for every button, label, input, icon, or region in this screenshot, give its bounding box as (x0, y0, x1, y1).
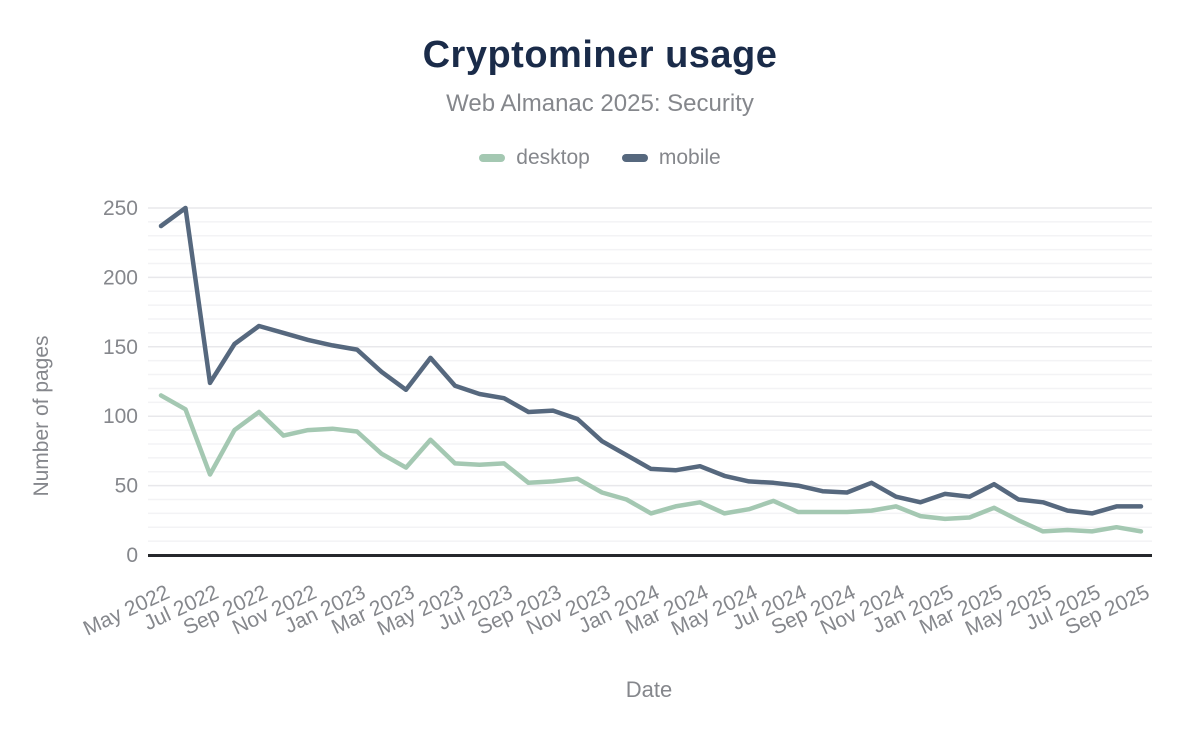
legend-label-desktop: desktop (516, 146, 590, 169)
legend: desktop mobile (0, 146, 1200, 170)
y-tick-label: 150 (103, 336, 138, 359)
chart-title: Cryptominer usage (422, 34, 778, 76)
y-tick-label: 0 (126, 544, 138, 567)
series-line-desktop (158, 393, 1144, 534)
y-tick-label: 250 (103, 197, 138, 220)
legend-item-desktop: desktop (479, 146, 590, 170)
y-tick-label: 200 (103, 266, 138, 289)
y-tick-label: 50 (115, 475, 138, 498)
y-axis-title: Number of pages (30, 335, 53, 496)
legend-label-mobile: mobile (658, 146, 721, 169)
x-axis-title: Date (626, 677, 672, 702)
y-tick-label: 100 (103, 405, 138, 428)
series-line-mobile (158, 205, 1144, 516)
legend-swatch-mobile (621, 154, 648, 162)
legend-item-mobile: mobile (621, 146, 721, 170)
chart-subtitle: Web Almanac 2025: Security (446, 90, 754, 117)
legend-swatch-desktop (479, 154, 506, 162)
